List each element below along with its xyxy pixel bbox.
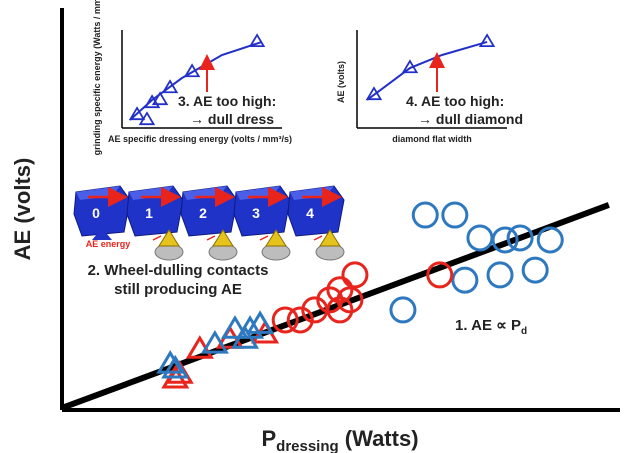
stage-number: 1 xyxy=(145,205,153,221)
data-circle xyxy=(391,298,415,322)
inset-annotation: → dull dress xyxy=(190,111,274,127)
data-circle xyxy=(538,228,562,252)
annotation-part: 1. AE ∝ P xyxy=(455,317,521,334)
inset-annotation: 4. AE too high: xyxy=(406,93,504,109)
data-circle xyxy=(443,203,467,227)
energy-ray xyxy=(260,236,268,240)
data-circle xyxy=(413,203,437,227)
inset-y-label: grinding specific energy (Watts / mm³/s) xyxy=(92,0,102,155)
inset-x-label: AE specific dressing energy (volts / mm³… xyxy=(108,134,292,144)
caption-line: 2. Wheel-dulling contacts xyxy=(88,262,269,279)
x-label-part: P xyxy=(261,426,276,451)
caption-line: still producing AE xyxy=(114,281,242,298)
data-circle xyxy=(488,263,512,287)
data-triangle xyxy=(480,35,493,46)
x-label-part: (Watts) xyxy=(339,426,419,451)
energy-ray xyxy=(207,236,215,240)
data-circle xyxy=(468,226,492,250)
energy-ray xyxy=(153,236,161,240)
inset-annotation: → dull diamond xyxy=(418,111,523,127)
energy-label: AE energy xyxy=(86,239,131,249)
x-label-part: dressing xyxy=(276,438,339,453)
inset-annotation: 3. AE too high: xyxy=(178,93,276,109)
stage-number: 3 xyxy=(252,205,260,221)
data-circle xyxy=(453,268,477,292)
annotation-sub: d xyxy=(521,326,527,337)
energy-ray xyxy=(314,236,322,240)
figure: 0 1 2 3 4 2. Wheel-dulling contacts still pr… xyxy=(0,0,624,453)
data-triangle xyxy=(367,88,380,99)
fit-line xyxy=(367,42,487,100)
inset-y-label: AE (volts) xyxy=(336,61,346,103)
data-circle xyxy=(523,258,547,282)
annotation: 1. AE ∝ Pd xyxy=(455,317,527,337)
x-axis-label: Pdressing (Watts) xyxy=(261,426,418,453)
y-axis-label: AE (volts) xyxy=(10,158,35,261)
stage-number: 0 xyxy=(92,205,100,221)
inset-x-label: diamond flat width xyxy=(392,134,472,144)
data-circle xyxy=(343,263,367,287)
stage-number: 2 xyxy=(199,205,207,221)
stage-number: 4 xyxy=(306,205,314,221)
